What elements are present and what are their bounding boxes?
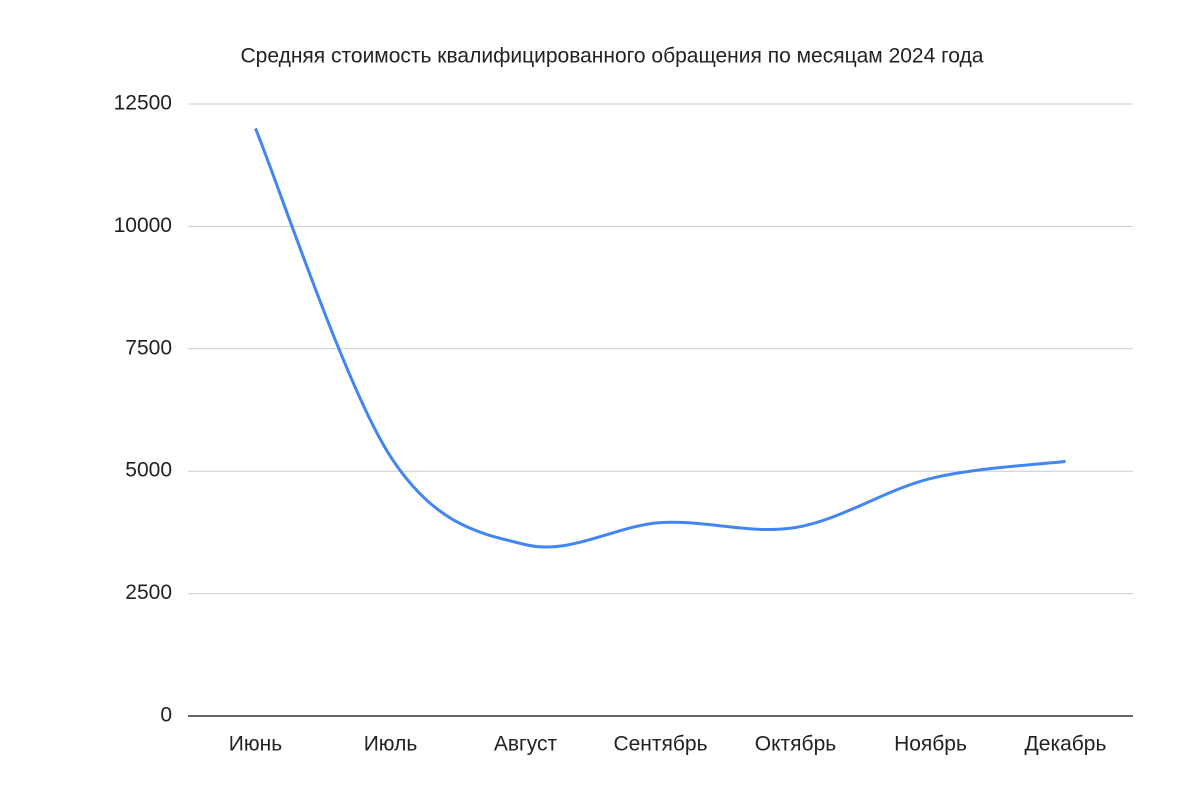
y-tick-label: 10000 — [114, 214, 172, 237]
chart-title: Средняя стоимость квалифицированного обр… — [241, 45, 984, 68]
x-tick-label: Ноябрь — [894, 733, 967, 756]
x-tick-label: Сентябрь — [613, 733, 707, 756]
line-series — [254, 127, 1066, 549]
y-tick-label: 2500 — [125, 581, 172, 604]
y-tick-label: 7500 — [125, 336, 172, 359]
y-tick-label: 5000 — [125, 459, 172, 482]
y-tick-label: 12500 — [114, 92, 172, 115]
x-tick-label: Июль — [364, 733, 418, 756]
x-tick-label: Октябрь — [755, 733, 836, 756]
x-tick-label: Июнь — [229, 733, 282, 756]
x-tick-label: Август — [494, 733, 558, 756]
x-tick-label: Декабрь — [1025, 733, 1107, 756]
y-tick-label: 0 — [160, 704, 172, 727]
